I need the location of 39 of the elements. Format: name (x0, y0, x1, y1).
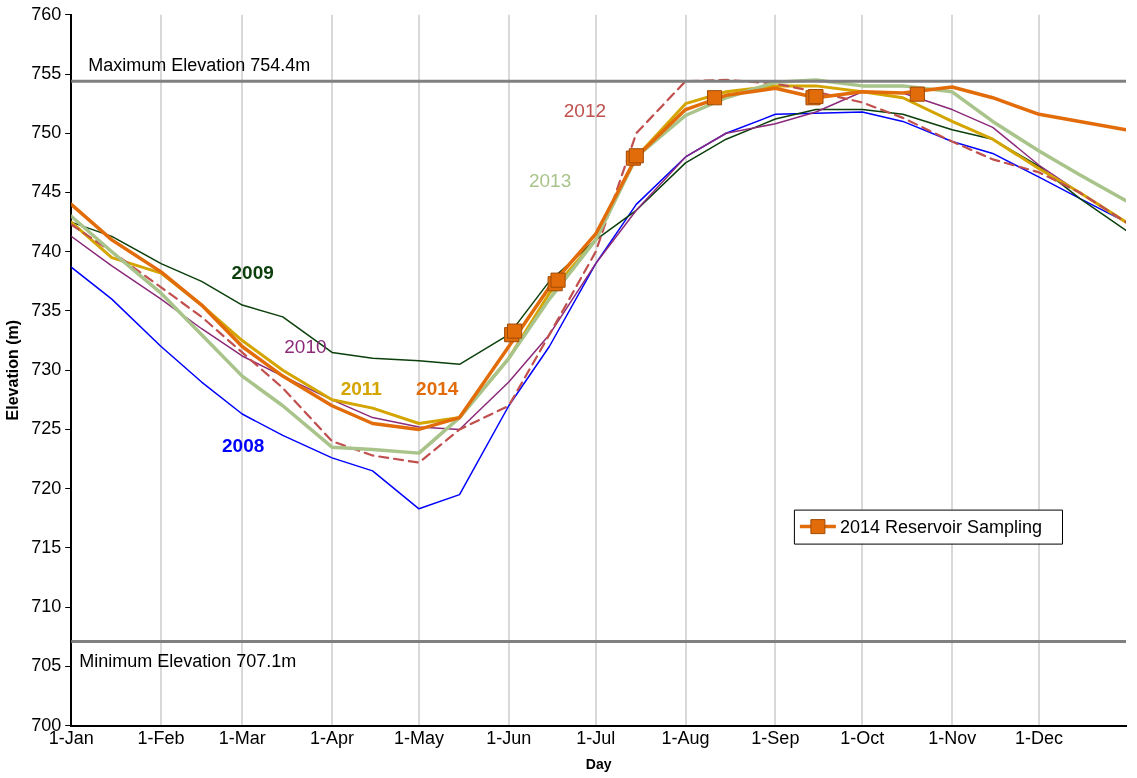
x-tick-label: 1-May (393, 728, 444, 749)
ref-line-label: Minimum Elevation 707.1m (79, 651, 297, 672)
legend-label: 2014 Reservoir Sampling (839, 516, 1042, 537)
series-label: 2008 (222, 435, 265, 457)
x-tick-label: 1-Jul (576, 728, 616, 749)
x-tick-label: 1-Jun (486, 728, 532, 749)
point (909, 86, 925, 102)
y-tick-label: 745 (31, 181, 62, 202)
y-tick-label: 740 (31, 240, 62, 261)
point (550, 272, 566, 288)
text: 2013 (528, 170, 572, 192)
y-tick-label: 720 (31, 477, 62, 498)
x-tick-label: 1-Dec (1015, 728, 1064, 749)
x-tick-label: 1-Oct (840, 728, 885, 749)
series-label: 2014 (416, 378, 459, 400)
ref-line-label: Maximum Elevation 754.4m (88, 55, 311, 76)
x-tick-label: 1-Feb (137, 728, 185, 749)
x-tick-label: 1-Nov (928, 728, 977, 749)
y-tick-label: 735 (31, 299, 62, 320)
y-tick-label: 715 (31, 536, 62, 557)
y-tick-label: 755 (31, 63, 62, 83)
x-tick-label: 1-Apr (310, 728, 355, 749)
x-tick-label: 1-Mar (218, 728, 266, 749)
point (507, 323, 523, 339)
y-tick-label: 730 (31, 359, 62, 380)
y-tick-label: 705 (31, 655, 62, 676)
x-tick-label: 1-Aug (661, 728, 710, 749)
series-label: 2012 (563, 100, 607, 122)
series-label: 2011 (340, 378, 383, 400)
point (706, 90, 723, 106)
y-axis-title: Elevation (m) (4, 319, 22, 421)
y-tick-label: 760 (31, 3, 62, 24)
x-axis-title: Day (585, 756, 612, 773)
y-tick-label: 725 (31, 418, 62, 439)
series-label: 2009 (231, 261, 274, 283)
x-tick-label: 1-Sep (751, 728, 800, 749)
series-label: 2010 (284, 335, 327, 357)
y-tick-label: 750 (31, 122, 62, 143)
y-tick-label: 710 (31, 596, 62, 617)
